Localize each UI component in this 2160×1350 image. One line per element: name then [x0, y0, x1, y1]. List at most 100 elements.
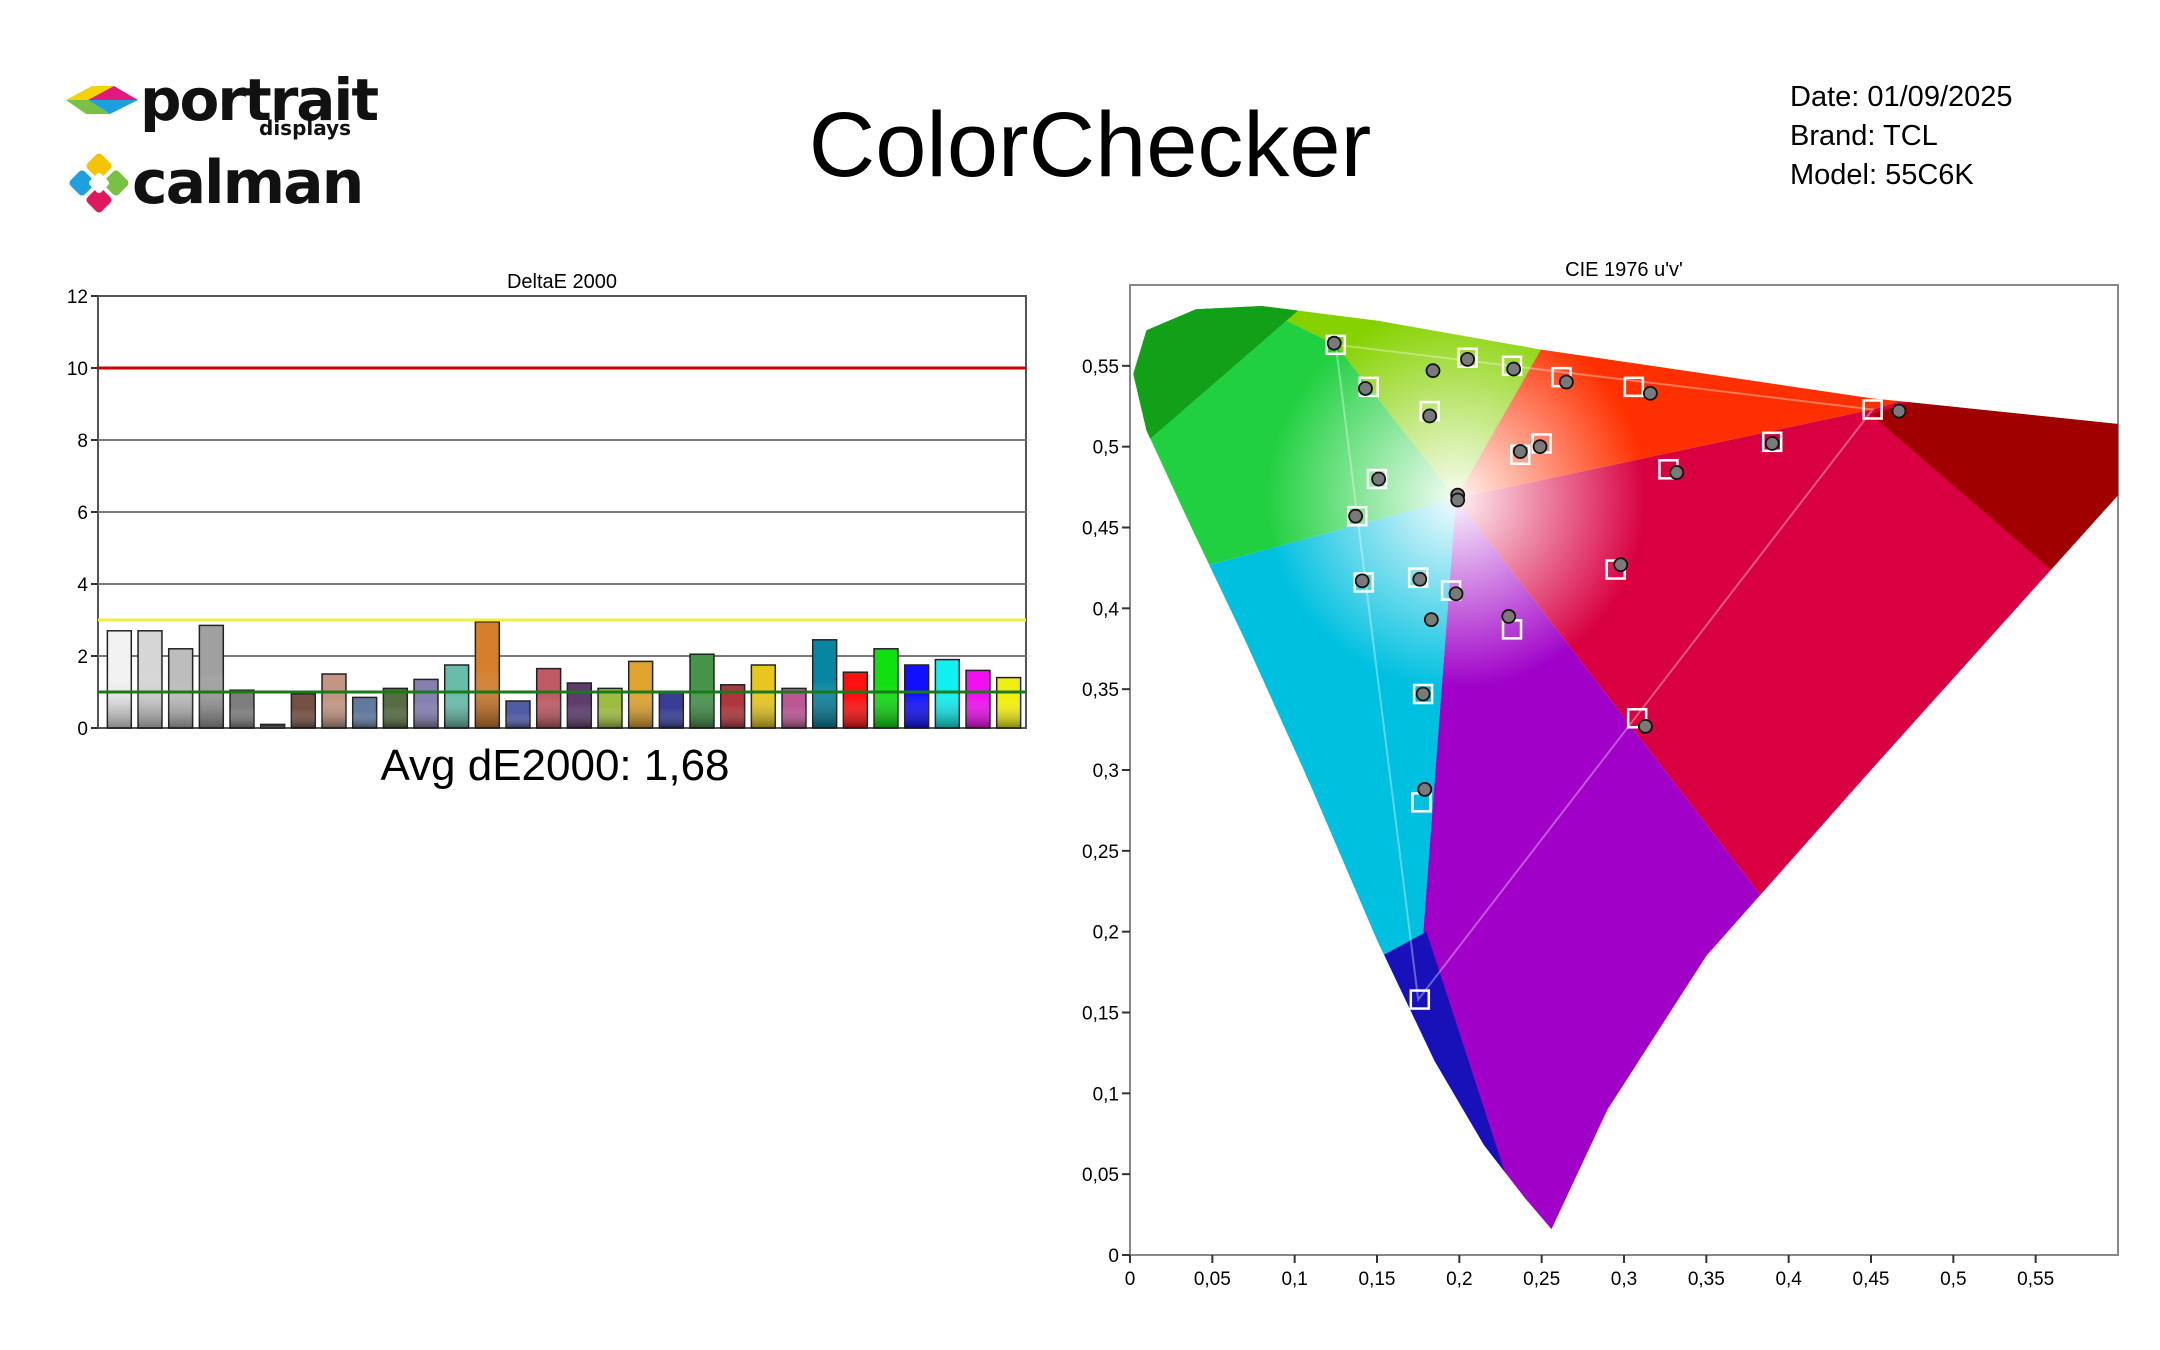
deltae-bar-shade: [843, 672, 868, 728]
deltae-bar-shade: [107, 630, 132, 728]
cie-chart: CIE 1976 u'v' 0 0,05 0,1 0,15 0,2 0,25 0,3 0,35 0…: [1082, 259, 2119, 1290]
target-square: [1325, 334, 1347, 356]
deltae-bar-shade: [383, 688, 408, 728]
measured-point: [1638, 718, 1653, 734]
deltae-ytick-label: 6: [77, 503, 88, 524]
measured-point: [1417, 782, 1433, 797]
cie-ytick-label: 0,35: [1082, 680, 1119, 701]
average-deltae-label: Avg dE2000: 1,68: [380, 741, 730, 790]
measured-point: [1354, 573, 1370, 589]
cie-xtick-label: 0,4: [1775, 1269, 1802, 1290]
cie-ytick-label: 0,1: [1093, 1084, 1119, 1105]
cie-xtick-label: 0,05: [1194, 1269, 1231, 1290]
report-brand: Brand: TCL: [1790, 120, 1938, 152]
cie-ytick-label: 0,05: [1082, 1165, 1119, 1186]
cie-ytick-label: 0,3: [1093, 761, 1119, 782]
displays-wordmark: displays: [259, 116, 352, 140]
page-title: ColorChecker: [808, 94, 1372, 196]
measured-point: [1558, 374, 1574, 390]
gamut-triangle: [1334, 343, 1875, 1003]
measured-point: [1423, 612, 1439, 628]
report-date: Date: 01/09/2025: [1790, 81, 2013, 113]
portrait-wordmark: portrait: [140, 66, 379, 134]
cie-xtick-label: 0,25: [1523, 1269, 1560, 1290]
deltae-bar-shade: [567, 683, 592, 728]
deltae-bar-shade: [322, 674, 346, 728]
cie-xtick-label: 0: [1125, 1269, 1136, 1290]
deltae-ytick-label: 12: [67, 287, 88, 308]
measured-point: [1764, 436, 1780, 451]
measured-point: [1460, 351, 1475, 367]
cie-xtick-label: 0,1: [1281, 1269, 1307, 1290]
target-square: [1409, 989, 1431, 1010]
measured-point: [1501, 609, 1517, 624]
target-square: [1862, 399, 1883, 420]
measured-point: [1506, 361, 1522, 377]
deltae-bar-shade: [475, 621, 500, 728]
logo-block: portrait displays calman: [66, 70, 386, 220]
target-square: [1353, 572, 1375, 593]
deltae-ytick-label: 10: [67, 359, 88, 380]
measured-point: [1371, 471, 1387, 487]
deltae-bar-shade: [598, 688, 622, 728]
cie-ytick-label: 0,2: [1093, 923, 1119, 944]
measured-point: [1512, 444, 1528, 459]
deltae-bar-shade: [138, 630, 162, 728]
cie-ytick-label: 0,5: [1093, 438, 1119, 459]
measured-point: [1532, 439, 1548, 455]
calman-wordmark: calman: [132, 148, 364, 218]
cie-chart-title: CIE 1976 u'v': [1565, 259, 1683, 281]
measured-point: [1326, 335, 1342, 351]
measured-point: [1422, 408, 1438, 424]
measured-point: [1450, 492, 1466, 508]
deltae-bar-shade: [444, 665, 469, 728]
deltae-bar-shade: [812, 639, 837, 728]
measured-point: [1412, 571, 1428, 587]
portrait-chevron-icon: [66, 86, 138, 114]
cie-xtick-label: 0,55: [2017, 1269, 2054, 1290]
deltae-bar-shade: [230, 690, 254, 728]
measured-point: [1425, 363, 1441, 379]
measured-point: [1348, 508, 1363, 524]
deltae-bar-shade: [168, 648, 193, 728]
deltae-bar-shade: [659, 692, 684, 728]
cie-xtick-label: 0,5: [1940, 1269, 1966, 1290]
deltae-bar-shade: [352, 697, 377, 728]
deltae-bar-shade: [199, 625, 224, 728]
calman-diamond-icon: [69, 153, 129, 213]
deltae-ytick-label: 8: [77, 431, 88, 452]
target-square: [1407, 567, 1429, 588]
measured-point: [1891, 403, 1907, 419]
deltae-bar-shade: [996, 677, 1021, 728]
target-square: [1623, 376, 1645, 398]
deltae-bar-shade: [291, 693, 316, 728]
cie-xtick-label: 0,35: [1688, 1269, 1725, 1290]
cie-xtick-label: 0,45: [1853, 1269, 1890, 1290]
deltae-chart-title: DeltaE 2000: [507, 271, 617, 293]
cie-xtick-label: 0,3: [1611, 1269, 1637, 1290]
measured-point: [1669, 465, 1685, 480]
target-square: [1412, 683, 1434, 705]
measured-point: [1358, 381, 1373, 396]
deltae-chart: DeltaE 2000 0 2 4 6 8 10 12: [67, 271, 1027, 740]
deltae-bar-shade: [904, 665, 929, 728]
cie-ytick-label: 0,15: [1082, 1004, 1119, 1025]
portrait-displays-logo: portrait: [66, 66, 379, 134]
cie-xtick-label: 0,15: [1359, 1269, 1396, 1290]
deltae-bar-shade: [628, 661, 653, 728]
deltae-bar-shade: [782, 688, 806, 728]
measured-point: [1642, 385, 1658, 401]
deltae-bar-shade: [536, 668, 561, 728]
measured-point: [1613, 557, 1629, 573]
cie-xtick-label: 0,2: [1446, 1269, 1472, 1290]
deltae-ytick-label: 4: [77, 575, 88, 596]
cie-ytick-label: 0,45: [1082, 519, 1119, 540]
report-meta: Date: 01/09/2025 Brand: TCL Model: 55C6K: [1790, 78, 2013, 195]
deltae-bar-shade: [506, 701, 530, 728]
region-deep-green: [1133, 306, 1328, 528]
calman-logo: calman: [66, 148, 364, 218]
measured-point: [1448, 586, 1464, 602]
cie-ytick-label: 0: [1108, 1246, 1119, 1267]
deltae-ytick-label: 2: [77, 647, 88, 668]
deltae-bar-shade: [260, 724, 285, 728]
